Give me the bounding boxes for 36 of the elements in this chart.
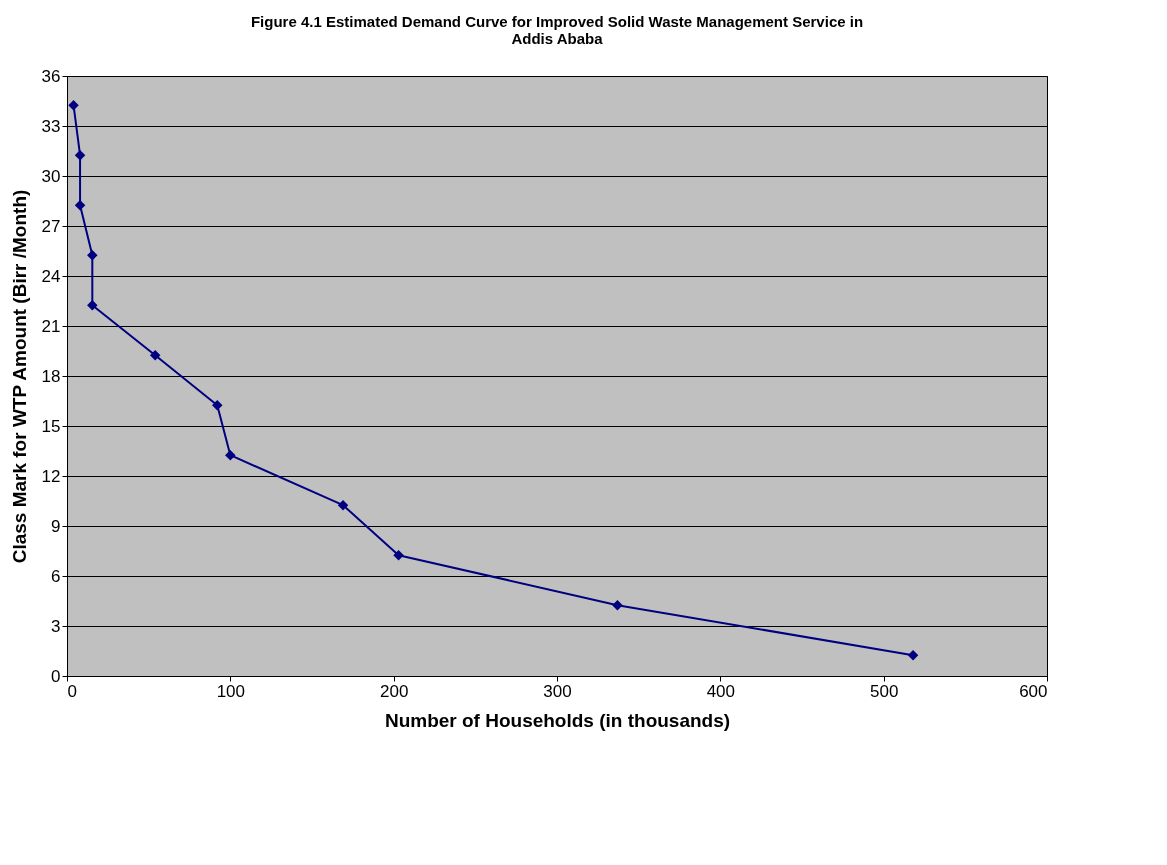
point [74,149,86,161]
point [149,349,161,361]
y-tick-label: 0 [51,666,61,686]
point [212,399,223,411]
y-tick-label: 6 [51,566,61,586]
point [87,249,98,261]
y-tick-label: 3 [51,616,61,636]
point [907,649,919,661]
point [225,449,236,461]
point [74,199,86,211]
point [68,99,79,111]
y-tick-label: 30 [41,166,61,186]
y-tick-label: 12 [41,466,61,486]
y-tick-label: 21 [41,316,61,336]
text: Figure 4.1 Estimated Demand Curve for Improved Solid Waste Management Service in [250,13,864,30]
x-tick-label: 300 [543,681,572,701]
point [87,299,98,311]
x-tick-label: 400 [706,681,736,701]
text: Addis Ababa [511,30,603,47]
x-tick-label: 600 [1019,681,1048,701]
y-tick-label: 15 [41,416,61,436]
y-tick-label: 9 [51,516,61,536]
x-tick-label: 0 [67,681,77,701]
y-tick-label: 18 [41,366,61,386]
x-axis-title: Number of Households (in thousands) [384,709,731,731]
y-tick-label: 24 [41,266,61,286]
y-axis-title: Class Mark for WTP Amount (Birr /Month) [8,189,30,564]
y-tick-label: 33 [41,116,61,136]
point [393,549,404,561]
x-tick-label: 500 [869,681,899,701]
x-tick-label: 100 [216,681,246,701]
y-tick-label: 27 [41,216,61,236]
point [337,499,349,511]
point [612,599,623,611]
x-tick-label: 200 [379,681,409,701]
y-tick-label: 36 [41,66,61,86]
